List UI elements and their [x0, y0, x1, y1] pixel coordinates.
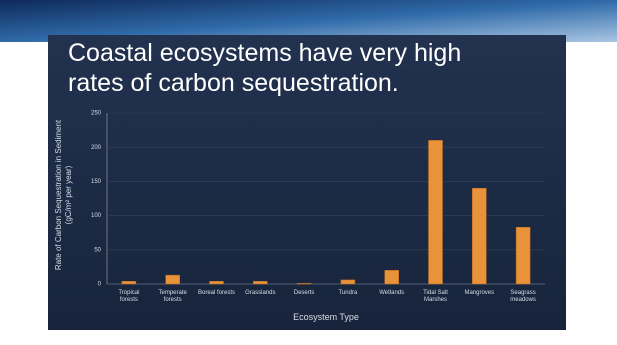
x-axis-label: Ecosystem Type: [293, 312, 359, 322]
x-tick-label: Wetlands: [379, 290, 405, 296]
y-axis-label: Rate of Carbon Sequestration in Sediment…: [54, 119, 73, 271]
bar: [340, 279, 356, 285]
x-tick-label: Temperate forests: [158, 290, 187, 303]
x-tick-label: Boreal forests: [197, 290, 236, 296]
bar: [121, 281, 137, 285]
bar: [165, 274, 180, 285]
bar: [253, 281, 268, 285]
y-tick-label: 200: [91, 145, 102, 151]
bar: [472, 187, 487, 285]
slide-title: Coastal ecosystems have very high rates …: [68, 39, 462, 97]
bar: [428, 140, 443, 285]
x-tick-label: Tidal Salt Marshes: [423, 290, 448, 303]
x-tick-label: Tropical forests: [118, 290, 140, 303]
x-tick-label: Deserts: [293, 290, 315, 296]
bar: [515, 226, 531, 285]
y-tick-label: 50: [94, 247, 101, 253]
x-tick-label: Seagrass meadows: [510, 290, 536, 303]
bar: [209, 281, 224, 285]
bar: [384, 270, 399, 285]
y-tick-label: 150: [91, 179, 102, 185]
y-tick-label: 250: [91, 111, 102, 117]
x-tick-label: Grasslands: [245, 290, 276, 296]
x-tick-label: Tundra: [338, 290, 358, 296]
y-tick-label: 100: [91, 213, 102, 219]
y-tick-label: 0: [98, 282, 102, 288]
x-tick-label: Mangroves: [464, 290, 495, 296]
bar: [296, 283, 312, 285]
